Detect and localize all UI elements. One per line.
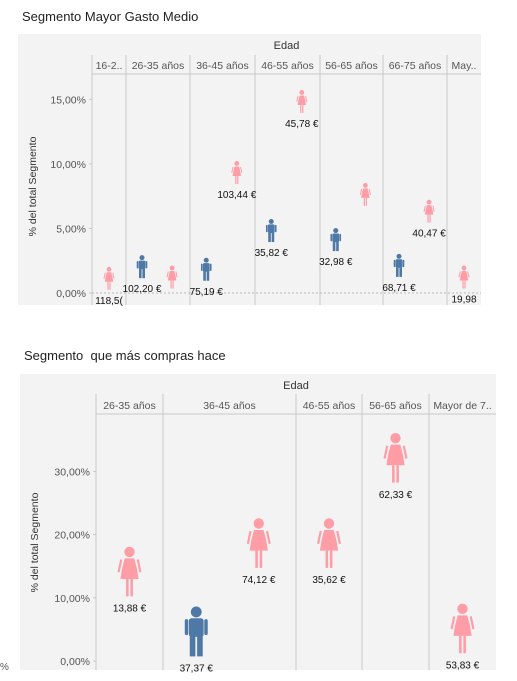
female-icon xyxy=(383,432,408,483)
female-icon xyxy=(246,518,271,568)
female-icon xyxy=(423,199,435,223)
category-label: 26-35 años xyxy=(103,400,156,412)
y-axis-label: % del total Segmento xyxy=(27,136,39,236)
data-label: 35,62 € xyxy=(312,575,346,586)
y-tick-label: 0,00% xyxy=(56,288,86,300)
male-icon xyxy=(330,228,342,252)
female-icon xyxy=(166,265,178,289)
female-icon xyxy=(450,603,475,654)
chart-1-title: Segmento Mayor Gasto Medio xyxy=(22,9,199,24)
category-label: 66-75 años xyxy=(389,60,442,72)
data-label: 74,12 € xyxy=(242,575,276,586)
female-icon xyxy=(296,90,308,113)
data-label: 32,98 € xyxy=(319,257,353,268)
category-label: 56-65 años xyxy=(325,60,378,72)
male-icon xyxy=(265,219,277,243)
y-tick-label: 0,00% xyxy=(60,656,90,668)
category-label: 56-65 años xyxy=(369,400,422,412)
category-label: Mayor de 7.. xyxy=(433,400,491,412)
male-icon xyxy=(393,253,405,277)
male-icon xyxy=(136,255,148,279)
male-icon xyxy=(200,257,212,281)
data-label: 118,5( xyxy=(95,296,123,307)
category-label: 36-45 años xyxy=(196,60,249,72)
data-label: 13,88 € xyxy=(113,604,147,615)
data-label: 75,19 € xyxy=(190,287,224,298)
female-icon xyxy=(117,546,142,597)
category-label: May.. xyxy=(452,60,477,72)
female-icon xyxy=(231,161,243,184)
data-label: 37,37 € xyxy=(180,664,214,675)
column-header: Edad xyxy=(283,380,309,392)
y-tick-label: 5,00% xyxy=(56,223,86,235)
female-icon xyxy=(103,266,115,290)
y-tick-label: 10,00% xyxy=(50,159,86,171)
y-tick-label: 15,00% xyxy=(50,94,86,106)
chart-2-title: Segmento que más compras hace xyxy=(24,348,226,363)
data-label: 40,47 € xyxy=(412,229,446,240)
data-label: 102,20 € xyxy=(123,284,162,295)
category-label: 26-35 años xyxy=(132,60,185,72)
data-label: 62,33 € xyxy=(379,490,413,501)
female-icon xyxy=(317,518,341,568)
category-label: 46-55 años xyxy=(261,60,314,72)
y-tick-label: 20,00% xyxy=(54,530,90,542)
y-tick-label: 10,00% xyxy=(54,593,90,605)
male-icon xyxy=(184,606,208,657)
data-label: 103,44 € xyxy=(217,190,256,201)
category-label: 46-55 años xyxy=(303,400,356,412)
data-label: 35,82 € xyxy=(255,248,289,259)
column-header: Edad xyxy=(274,40,300,52)
category-label: 16-2.. xyxy=(96,60,123,72)
data-label: 45,78 € xyxy=(285,119,319,130)
cropped-tick-fragment: % xyxy=(0,662,9,673)
y-tick-label: 30,00% xyxy=(54,466,90,478)
data-label: 53,83 € xyxy=(446,660,480,671)
female-icon xyxy=(359,182,371,206)
category-label: 36-45 años xyxy=(203,400,256,412)
female-icon xyxy=(458,265,470,289)
y-axis-label: % del total Segmento xyxy=(29,492,41,592)
data-label: 19,98 xyxy=(451,295,476,306)
chart-1-svg: Edad 16-2.. 26-35 años 36-45 años 46-55 años… xyxy=(18,34,481,307)
data-label: 68,71 € xyxy=(382,283,416,294)
